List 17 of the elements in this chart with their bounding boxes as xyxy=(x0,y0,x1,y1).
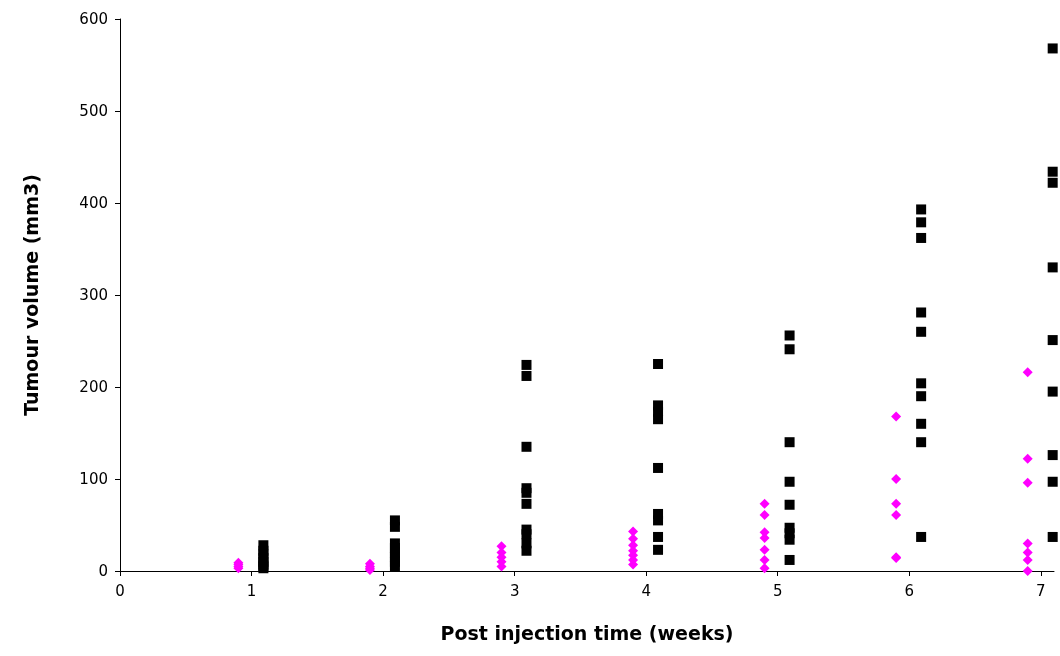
x-tick-label: 5 xyxy=(772,581,783,600)
x-axis-title: Post injection time (weeks) xyxy=(440,621,734,644)
y-tick-label: 0 xyxy=(98,562,108,580)
y-axis-title: Tumour volume (mm3) xyxy=(19,174,42,416)
x-tick-label: 1 xyxy=(246,581,257,600)
x-tick-label: 6 xyxy=(904,581,915,600)
y-tick-label: 200 xyxy=(79,378,108,396)
y-tick-label: 500 xyxy=(79,102,108,120)
x-tick-label: 7 xyxy=(1036,581,1046,600)
x-tick-label: 4 xyxy=(641,581,651,600)
x-tick-label: 3 xyxy=(509,581,520,600)
y-tick-label: 300 xyxy=(79,286,108,304)
y-tick-label: 400 xyxy=(79,194,108,212)
x-tick-label: 2 xyxy=(378,581,388,600)
y-tick-label: 600 xyxy=(79,10,108,28)
x-tick-label: 0 xyxy=(115,581,125,600)
y-tick-label: 100 xyxy=(79,470,108,488)
